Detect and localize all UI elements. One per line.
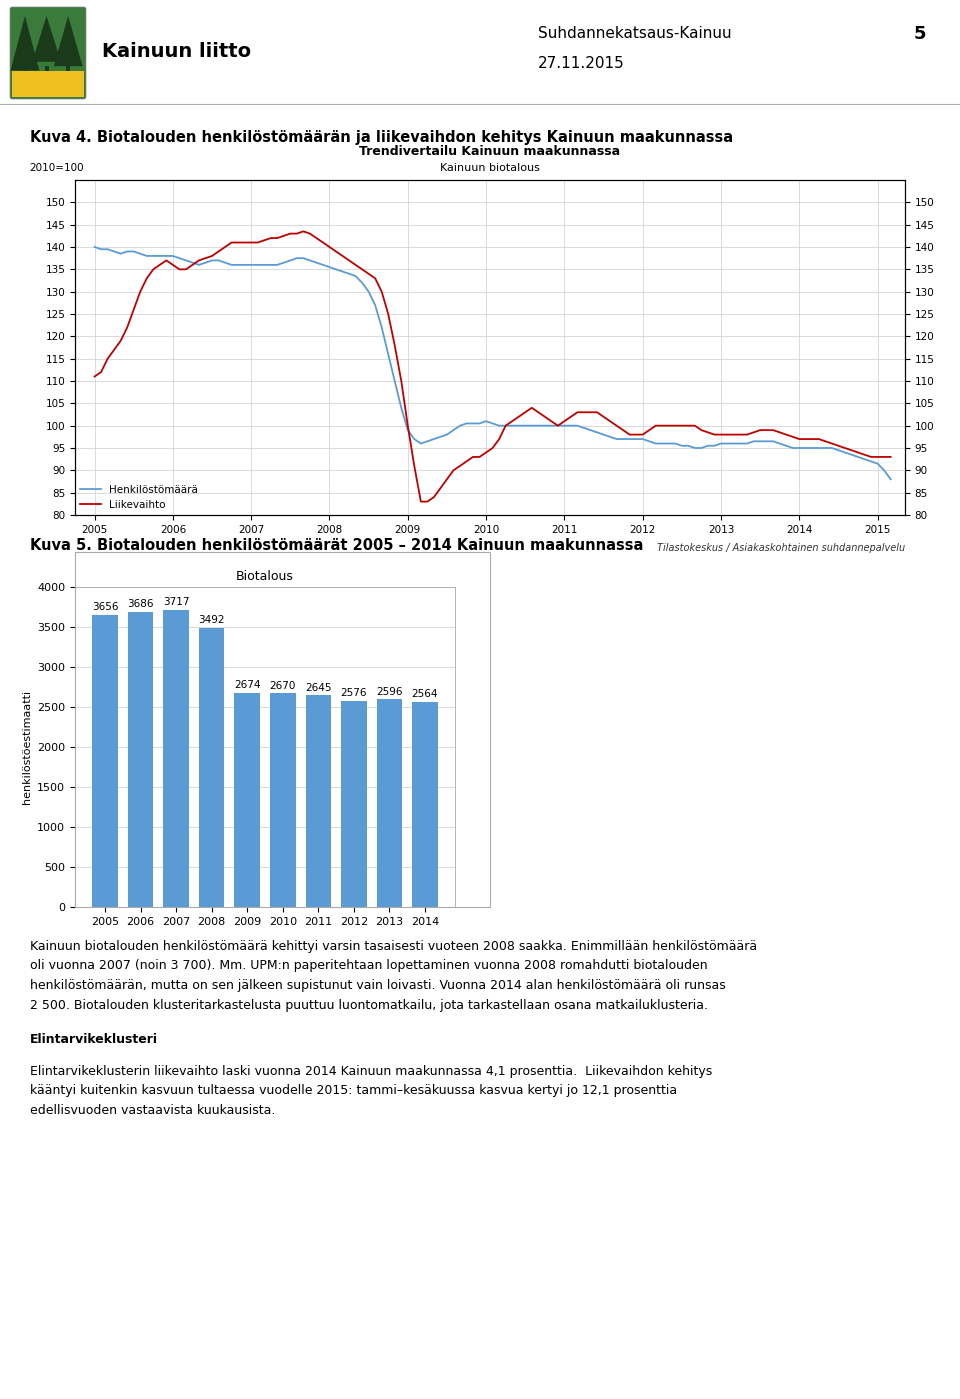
Bar [341, 701, 367, 907]
Bar [128, 613, 154, 907]
Legend: Henkilöstömäärä, Liikevaihto: Henkilöstömäärä, Liikevaihto [81, 484, 199, 509]
Text: Kainuun biotalouden henkilöstömäärä kehittyi varsin tasaisesti vuoteen 2008 saak: Kainuun biotalouden henkilöstömäärä kehi… [30, 940, 757, 953]
Text: 3717: 3717 [163, 597, 189, 607]
Bar [412, 702, 438, 907]
Text: 2674: 2674 [234, 680, 260, 690]
Text: 2596: 2596 [376, 687, 402, 697]
Bar [44, 66, 49, 70]
Bar [376, 700, 402, 907]
Text: edellisvuoden vastaavista kuukausista.: edellisvuoden vastaavista kuukausista. [30, 1104, 276, 1116]
Text: 2 500. Biotalouden klusteritarkastelusta puuttuu luontomatkailu, jota tarkastell: 2 500. Biotalouden klusteritarkastelusta… [30, 999, 708, 1011]
Bar [163, 610, 189, 907]
Text: 3492: 3492 [199, 614, 225, 625]
Text: Trendivertailu Kainuun maakunnassa: Trendivertailu Kainuun maakunnassa [359, 145, 620, 158]
Text: Elintarvikeklusteri: Elintarvikeklusteri [30, 1032, 158, 1046]
Polygon shape [11, 15, 39, 70]
Text: Kuva 4. Biotalouden henkilöstömäärän ja liikevaihdon kehitys Kainuun maakunnassa: Kuva 4. Biotalouden henkilöstömäärän ja … [30, 130, 733, 145]
Y-axis label: henkilöstöestimaatti: henkilöstöestimaatti [21, 690, 32, 804]
Text: 2670: 2670 [270, 680, 296, 691]
Text: 2645: 2645 [305, 683, 331, 693]
Bar [270, 694, 296, 907]
Text: 5: 5 [914, 25, 926, 42]
Polygon shape [54, 15, 83, 66]
Polygon shape [32, 15, 60, 62]
Text: oli vuonna 2007 (noin 3 700). Mm. UPM:n paperitehtaan lopettaminen vuonna 2008 r: oli vuonna 2007 (noin 3 700). Mm. UPM:n … [30, 960, 708, 972]
FancyBboxPatch shape [10, 7, 86, 99]
Text: Tilastokeskus / Asiakaskohtainen suhdannepalvelu: Tilastokeskus / Asiakaskohtainen suhdann… [657, 543, 905, 554]
Text: Elintarvikeklusterin liikevaihto laski vuonna 2014 Kainuun maakunnassa 4,1 prose: Elintarvikeklusterin liikevaihto laski v… [30, 1065, 712, 1077]
Bar [23, 66, 27, 70]
Text: Kainuun biotalous: Kainuun biotalous [440, 162, 540, 172]
Text: 27.11.2015: 27.11.2015 [538, 56, 624, 71]
Text: 3656: 3656 [92, 602, 118, 611]
Text: 2564: 2564 [412, 690, 438, 700]
Bar [234, 693, 260, 907]
Bar [66, 66, 70, 70]
Title: Biotalous: Biotalous [236, 569, 294, 583]
Text: henkilöstömäärän, mutta on sen jälkeen supistunut vain loivasti. Vuonna 2014 ala: henkilöstömäärän, mutta on sen jälkeen s… [30, 979, 726, 992]
Text: kääntyi kuitenkin kasvuun tultaessa vuodelle 2015: tammi–kesäkuussa kasvua kerty: kääntyi kuitenkin kasvuun tultaessa vuod… [30, 1084, 677, 1097]
Text: 2576: 2576 [341, 688, 367, 698]
Text: Kainuun liitto: Kainuun liitto [102, 42, 252, 60]
Text: Suhdannekatsaus-Kainuu: Suhdannekatsaus-Kainuu [538, 27, 732, 41]
Text: 2010=100: 2010=100 [30, 164, 84, 173]
Bar [199, 628, 225, 907]
Bar [305, 695, 331, 907]
Bar [12, 70, 84, 97]
Text: 3686: 3686 [128, 599, 154, 610]
Text: Kuva 5. Biotalouden henkilöstömäärät 2005 – 2014 Kainuun maakunnassa: Kuva 5. Biotalouden henkilöstömäärät 200… [30, 539, 643, 554]
Bar [92, 614, 118, 907]
